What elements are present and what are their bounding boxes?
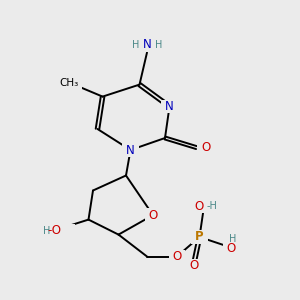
Text: O: O [172, 250, 182, 263]
FancyBboxPatch shape [145, 208, 161, 222]
Text: H: H [155, 40, 162, 50]
Text: O: O [226, 242, 236, 256]
FancyBboxPatch shape [191, 230, 208, 244]
Text: -O: -O [47, 224, 61, 238]
FancyBboxPatch shape [36, 224, 75, 238]
FancyBboxPatch shape [161, 100, 178, 113]
FancyBboxPatch shape [169, 250, 185, 263]
Text: O: O [194, 200, 203, 213]
FancyBboxPatch shape [197, 141, 214, 154]
Text: O: O [189, 259, 198, 272]
FancyBboxPatch shape [224, 233, 241, 245]
Text: H: H [44, 226, 51, 236]
Text: N: N [142, 38, 152, 52]
Text: H: H [132, 40, 139, 50]
Text: -H: -H [207, 201, 218, 212]
Text: H: H [229, 234, 236, 244]
Text: O: O [201, 141, 210, 154]
Text: P: P [195, 230, 204, 244]
Text: N: N [165, 100, 174, 113]
Text: CH₃: CH₃ [59, 77, 79, 88]
FancyBboxPatch shape [123, 38, 171, 52]
FancyBboxPatch shape [223, 242, 239, 256]
Text: O: O [148, 208, 158, 222]
FancyBboxPatch shape [184, 200, 224, 213]
FancyBboxPatch shape [122, 143, 139, 157]
FancyBboxPatch shape [56, 76, 82, 89]
FancyBboxPatch shape [185, 259, 202, 272]
Text: N: N [126, 143, 135, 157]
